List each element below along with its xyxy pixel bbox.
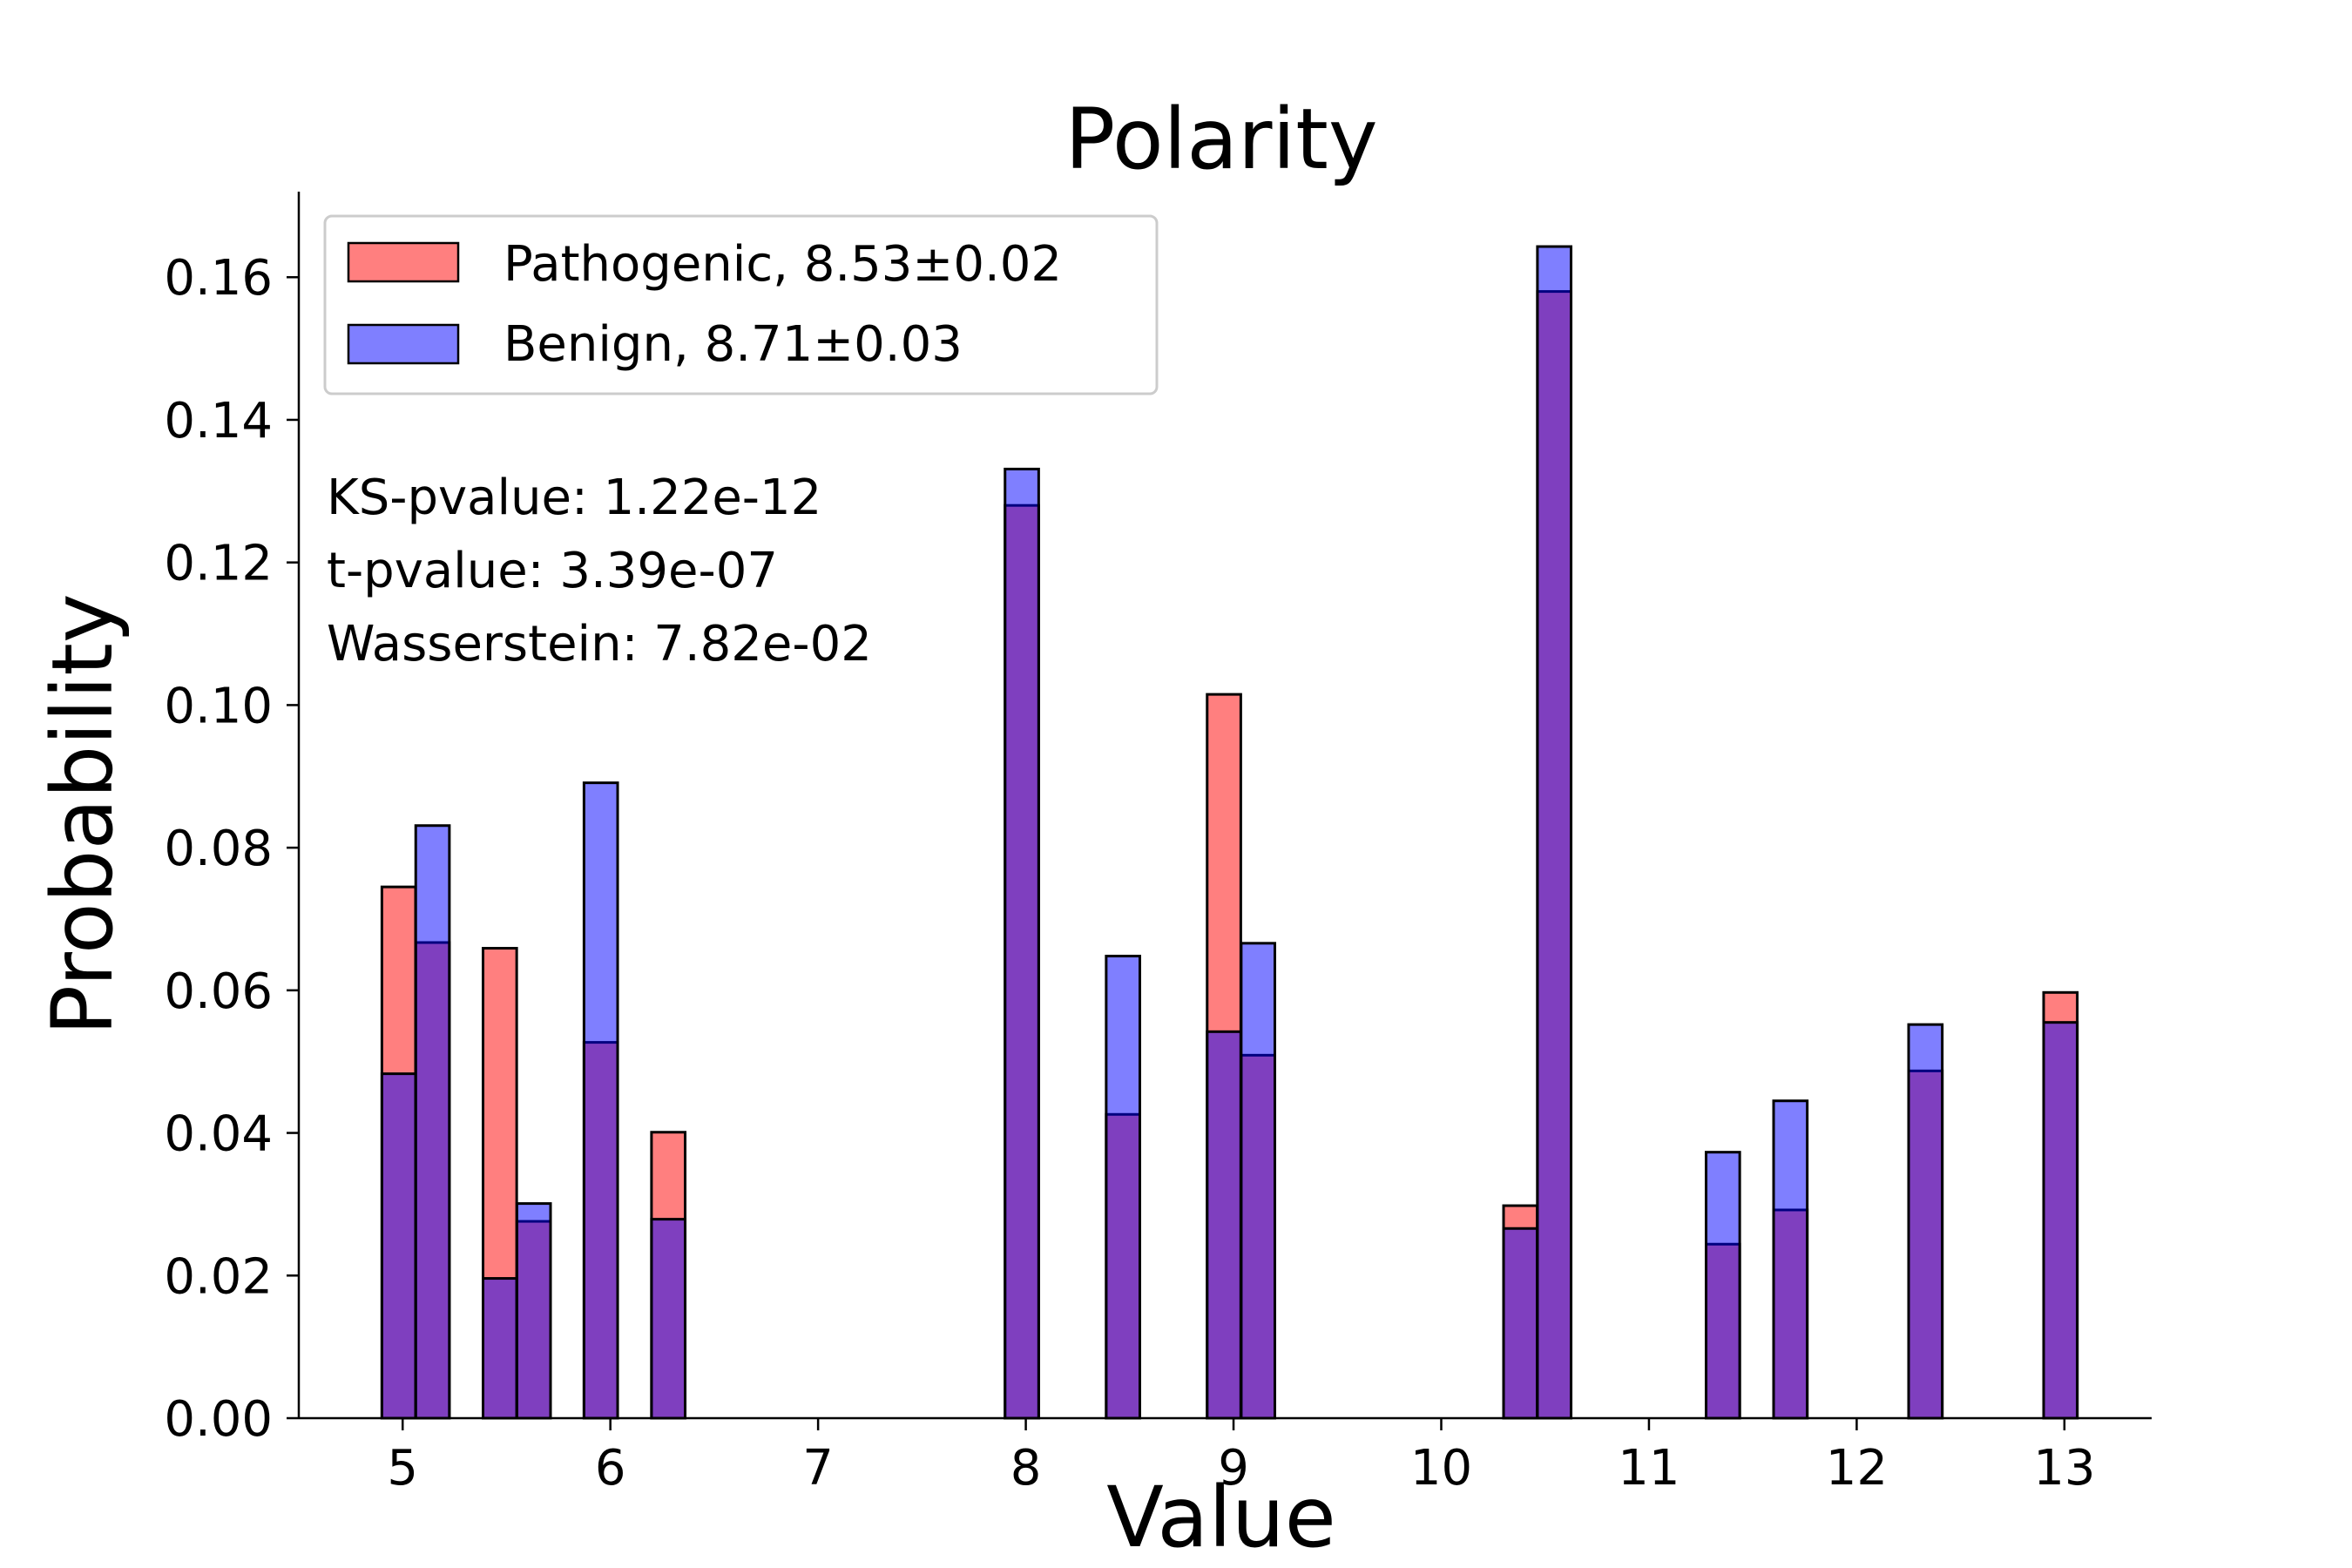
bar-benign-0 (380, 1072, 417, 1420)
x-tick-label: 11 (1618, 1440, 1680, 1497)
x-axis-title: Value (1106, 1469, 1336, 1566)
y-tick-label: 0.14 (164, 393, 273, 449)
bar-benign-7 (1105, 955, 1141, 1420)
legend-swatch-benign (347, 323, 460, 365)
y-tick-label: 0.06 (164, 963, 273, 1020)
x-tick-label: 8 (1010, 1440, 1042, 1497)
bar-benign-13 (1772, 1099, 1809, 1420)
y-tick-label: 0.02 (164, 1248, 273, 1305)
legend-label-benign: Benign, 8.71±0.03 (504, 316, 963, 373)
legend-label-pathogenic: Pathogenic, 8.53±0.02 (504, 236, 1062, 293)
x-tick-label: 6 (595, 1440, 626, 1497)
bars-layer (380, 245, 2079, 1420)
legend-frame (323, 214, 1159, 395)
bar-benign-14 (1907, 1023, 1944, 1420)
x-tick-label: 5 (387, 1440, 418, 1497)
bar-benign-2 (482, 1277, 518, 1420)
bar-benign-5 (650, 1218, 687, 1420)
bar-benign-3 (515, 1202, 552, 1420)
bar-benign-15 (2042, 1021, 2079, 1420)
legend-swatch-pathogenic (347, 241, 460, 283)
axes-layer: 5 6 7 8 9 10 11 12 13 0.00 0.02 0.04 0.06 0.08 0.10 0.1… (164, 192, 2152, 1497)
t-pvalue-text: t-pvalue: 3.39e-07 (327, 543, 778, 599)
y-tick-label: 0.10 (164, 678, 273, 734)
legend: Pathogenic, 8.53±0.02 Benign, 8.71±0.03 (323, 214, 1159, 395)
y-tick-label: 0.12 (164, 536, 273, 592)
bar-benign-11 (1536, 245, 1573, 1420)
bar-benign-1 (414, 824, 451, 1420)
y-axis-title: Probability (34, 593, 132, 1035)
x-tick-label: 9 (1218, 1440, 1249, 1497)
chart-title: Polarity (1064, 91, 1377, 188)
stats-annotations: KS-pvalue: 1.22e-12 t-pvalue: 3.39e-07 W… (327, 470, 872, 672)
bar-benign-4 (582, 781, 619, 1420)
bar-benign-6 (1004, 467, 1040, 1420)
bar-benign-12 (1705, 1151, 1741, 1420)
x-tick-label: 7 (802, 1440, 834, 1497)
y-tick-label: 0.04 (164, 1106, 273, 1163)
bar-benign-8 (1206, 1030, 1242, 1420)
wasserstein-text: Wasserstein: 7.82e-02 (327, 616, 872, 672)
bar-benign-9 (1240, 942, 1276, 1420)
x-tick-label: 13 (2033, 1440, 2095, 1497)
y-tick-label: 0.16 (164, 250, 273, 307)
ks-pvalue-text: KS-pvalue: 1.22e-12 (327, 470, 821, 526)
bar-benign-10 (1502, 1227, 1539, 1420)
x-tick-label: 10 (1410, 1440, 1472, 1497)
y-tick-label: 0.08 (164, 821, 273, 877)
y-tick-label: 0.00 (164, 1391, 273, 1448)
x-tick-label: 12 (1826, 1440, 1888, 1497)
